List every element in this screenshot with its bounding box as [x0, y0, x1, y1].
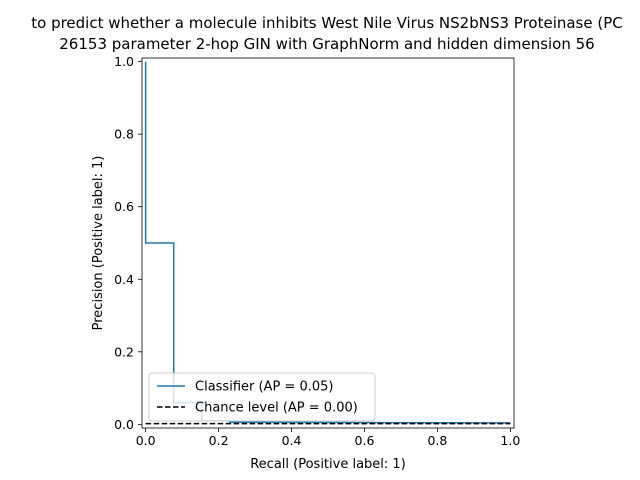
- x-tick-label: 0.0: [136, 433, 156, 448]
- legend-label-2: Chance level (AP = 0.00): [195, 401, 358, 416]
- legend-label-1: Classifier (AP = 0.05): [195, 380, 333, 395]
- x-tick-label: 1.0: [500, 433, 520, 448]
- y-tick-label: 0.4: [114, 272, 134, 287]
- y-tick-label: 0.6: [114, 199, 134, 214]
- series-line-1: [144, 61, 511, 424]
- plot-frame: [141, 57, 515, 429]
- y-tick-label: 0.2: [114, 344, 134, 359]
- y-tick-label: 0.8: [114, 127, 134, 142]
- y-axis-label: Precision (Positive label: 1): [91, 156, 106, 331]
- legend: Classifier (AP = 0.05) Chance level (AP =…: [148, 372, 376, 422]
- x-tick-label: 0.2: [209, 433, 229, 448]
- y-tick-label: 1.0: [114, 54, 134, 69]
- x-axis-label: Recall (Positive label: 1): [250, 457, 406, 472]
- x-axis: 0.0 0.2 0.4 0.6 0.8 1.0: [136, 428, 520, 448]
- chart-title-line-1: to predict whether a molecule inhibits W…: [31, 14, 623, 32]
- y-tick-label: 0.0: [114, 417, 134, 432]
- x-tick-label: 0.6: [355, 433, 375, 448]
- x-tick-label: 0.4: [282, 433, 302, 448]
- x-tick-label: 0.8: [427, 433, 447, 448]
- chart-title-line-2: 26153 parameter 2-hop GIN with GraphNorm…: [59, 35, 594, 53]
- chart-title: to predict whether a molecule inhibits W…: [31, 14, 623, 53]
- legend-box: [148, 372, 376, 422]
- y-axis: 0.0 0.2 0.4 0.6 0.8 1.0: [114, 54, 142, 432]
